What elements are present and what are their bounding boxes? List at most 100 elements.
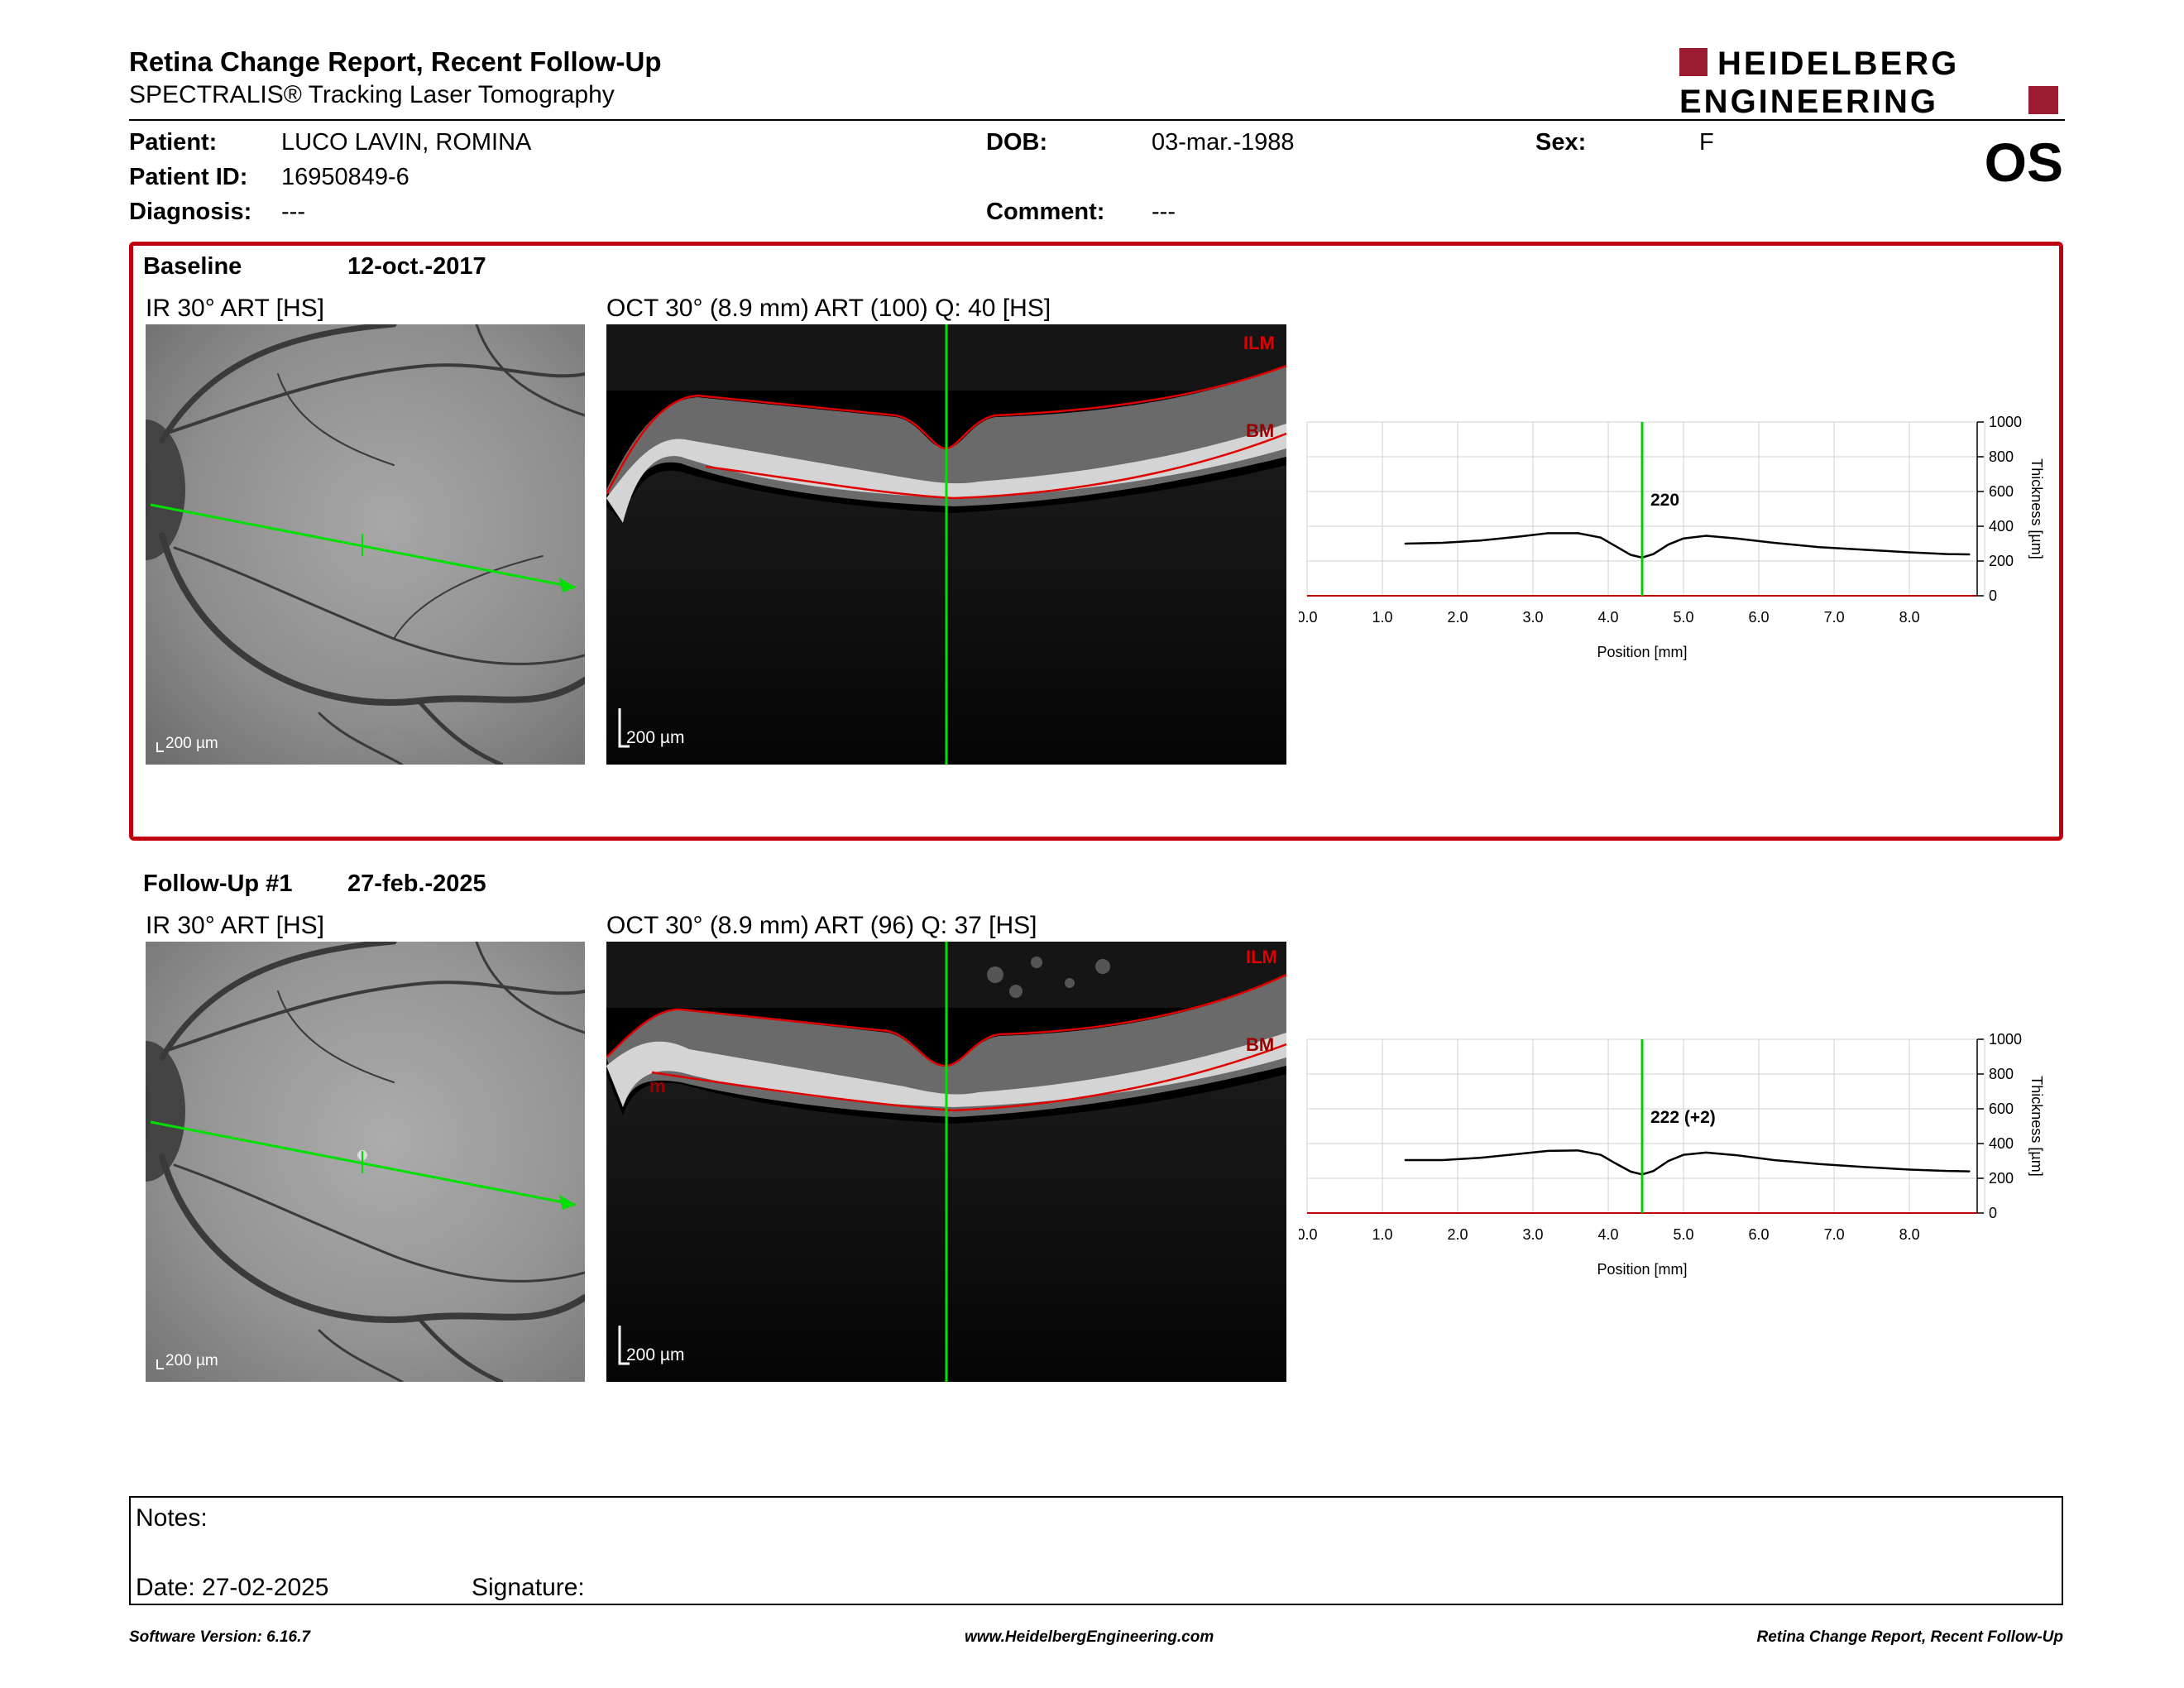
eye-indicator: OS [1984,132,2063,193]
thickness-point [1735,1154,1737,1156]
y-tick-label: 0 [1989,1205,1997,1221]
thickness-point [1909,551,1910,554]
x-tick-label: 4.0 [1598,1226,1619,1243]
x-tick-label: 6.0 [1749,609,1770,626]
svg-text:BM: BM [1246,420,1274,441]
thickness-point [1863,549,1866,551]
thickness-point [1683,537,1684,539]
thickness-point [1652,553,1655,555]
y-tick-label: 1000 [1989,414,2022,430]
y-tick-label: 800 [1989,448,2014,465]
thickness-point [1705,535,1707,537]
footer-report-name: Retina Change Report, Recent Follow-Up [1756,1628,2063,1646]
y-tick-label: 600 [1989,1101,2014,1117]
svg-text:200 µm: 200 µm [626,1345,684,1364]
x-tick-label: 1.0 [1372,1226,1392,1243]
thickness-point [1577,532,1579,535]
sex-value: F [1699,129,1714,156]
thickness-point [1818,1163,1820,1165]
followup-ir-caption: IR 30° ART [HS] [146,912,324,939]
thickness-point [1615,1163,1616,1164]
patient-id-label: Patient ID: [129,164,248,190]
y-axis-label: Thickness [µm] [2028,1076,2045,1176]
thickness-point [1442,542,1444,544]
diagnosis-label: Diagnosis: [129,199,252,225]
x-axis-label: Position [mm] [1597,644,1687,660]
thickness-point [1577,1149,1579,1152]
svg-text:ILM: ILM [1246,947,1277,967]
thickness-point [1547,1150,1549,1152]
x-tick-label: 2.0 [1448,609,1468,626]
sex-label: Sex: [1535,129,1587,156]
baseline-oct-bscan-image[interactable]: ILM BM 200 µm [606,324,1286,765]
thickness-point [1479,539,1482,542]
comment-value: --- [1152,199,1176,225]
diagnosis-value: --- [281,199,305,225]
thickness-point [1600,1153,1602,1156]
header-divider [129,119,2065,121]
thickness-point [1600,536,1602,539]
thickness-point [1652,1170,1655,1172]
thickness-point [1969,554,1971,555]
y-tick-label: 400 [1989,1135,2014,1152]
thickness-point [1517,535,1519,538]
footer-software-version: Software Version: 6.16.7 [129,1628,310,1646]
x-tick-label: 7.0 [1824,609,1845,626]
thickness-point [1946,1170,1948,1172]
thickness-line [1405,532,1970,559]
y-tick-label: 0 [1989,587,1997,604]
thickness-point [1969,1170,1971,1172]
x-tick-label: 7.0 [1824,1226,1845,1243]
thickness-value-label: 222 (+2) [1650,1108,1716,1127]
followup-oct-bscan-image[interactable]: ILM BM m 200 µm [606,942,1286,1382]
thickness-point [1547,532,1549,535]
thickness-value-label: 220 [1650,491,1679,510]
x-tick-label: 8.0 [1899,609,1920,626]
patient-name: LUCO LAVIN, ROMINA [281,129,532,156]
notes-box[interactable] [129,1496,2063,1605]
thickness-point [1773,542,1775,544]
baseline-ir-fundus-image[interactable]: 200 µm [146,324,585,765]
followup-date: 27-feb.-2025 [347,870,486,897]
notes-date: Date: 27-02-2025 [136,1574,329,1601]
followup-ir-fundus-image[interactable]: 200 µm [146,942,585,1382]
x-tick-label: 0.0 [1299,1226,1318,1243]
notes-label: Notes: [136,1504,208,1532]
baseline-oct-caption: OCT 30° (8.9 mm) ART (100) Q: 40 [HS] [606,295,1051,322]
report-subtitle: SPECTRALIS® Tracking Laser Tomography [129,81,615,108]
baseline-ir-caption: IR 30° ART [HS] [146,295,324,322]
followup-title: Follow-Up #1 [143,870,293,897]
dob-label: DOB: [986,129,1048,156]
thickness-point [1863,1166,1866,1168]
thickness-point [1615,545,1616,547]
svg-text:HEIDELBERG: HEIDELBERG [1717,46,1959,82]
report-title: Retina Change Report, Recent Follow-Up [129,46,662,77]
x-tick-label: 3.0 [1523,609,1544,626]
y-tick-label: 200 [1989,1170,2014,1187]
x-axis-label: Position [mm] [1597,1261,1687,1278]
thickness-point [1946,553,1948,555]
svg-text:BM: BM [1246,1034,1274,1055]
thickness-point [1683,1153,1684,1156]
y-tick-label: 400 [1989,518,2014,535]
x-tick-label: 5.0 [1674,609,1694,626]
y-tick-label: 200 [1989,553,2014,569]
y-tick-label: 1000 [1989,1031,2022,1048]
followup-oct-caption: OCT 30° (8.9 mm) ART (96) Q: 37 [HS] [606,912,1037,939]
x-tick-label: 8.0 [1899,1226,1920,1243]
followup-thickness-chart: 0.0 1.0 2.0 3.0 4.0 5.0 6.0 7.0 8.0 0 200 400 600 800… [1299,1031,2045,1278]
thickness-point [1442,1159,1444,1161]
thickness-point [1773,1159,1775,1161]
x-tick-label: 0.0 [1299,609,1318,626]
dob-value: 03-mar.-1988 [1152,129,1295,156]
thickness-point [1668,544,1669,545]
thickness-line [1405,1149,1970,1176]
thickness-point [1735,537,1737,539]
y-tick-label: 600 [1989,483,2014,500]
patient-id: 16950849-6 [281,164,410,190]
baseline-title: Baseline [143,253,242,280]
x-tick-label: 1.0 [1372,609,1392,626]
baseline-thickness-chart: 0.0 1.0 2.0 3.0 4.0 5.0 6.0 7.0 8.0 0 200 400 600 800… [1299,414,2045,660]
thickness-point [1404,1159,1406,1161]
svg-text:200 µm: 200 µm [165,1352,218,1369]
